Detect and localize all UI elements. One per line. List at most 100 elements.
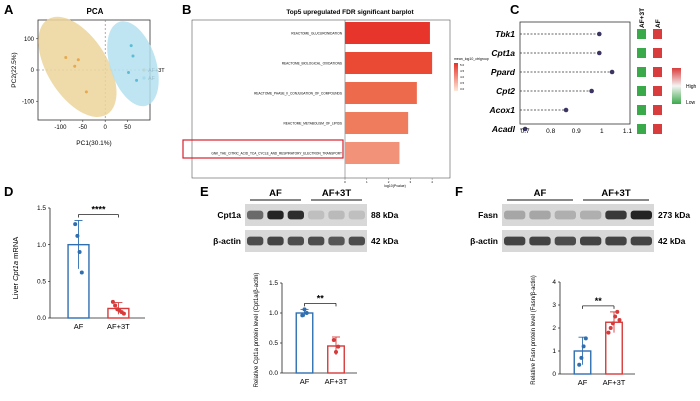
heat-cell <box>653 86 662 96</box>
lollipop-x-tick-label: 1 <box>600 128 604 135</box>
lollipop-x-tick-label: 0.8 <box>546 128 555 135</box>
heat-column-label: AF <box>655 19 662 28</box>
fasn-protein-data-point <box>613 314 618 319</box>
barplot-category-label: REACTOME_METABOLISM_OF_LIPIDS <box>283 122 342 126</box>
mrna-y-tick-label: 0.5 <box>37 279 46 286</box>
mrna-y-label: Liver Cpt1a mRNA <box>11 237 20 300</box>
mrna-x-tick-label: AF <box>74 322 84 331</box>
pca-point-af <box>129 44 133 48</box>
cpt1a-protein-significance-label: ** <box>317 293 325 303</box>
barplot-legend-tick: 3.0 <box>460 87 465 91</box>
fasn-protein-x-tick-label: AF <box>578 378 588 387</box>
barplot-legend-tick: 4.5 <box>460 69 465 73</box>
fasn-blot-kda-label: 42 kDa <box>658 236 686 246</box>
lollipop-point <box>597 31 602 37</box>
pca-y-label: PC2(22.5%) <box>11 52 18 87</box>
cpt1a-blot-band <box>247 210 264 220</box>
pca-x-label: PC1(30.1%) <box>76 140 111 147</box>
cpt1a-protein-x-tick-label: AF <box>300 377 310 386</box>
heat-cell <box>637 29 646 39</box>
fasn-protein-y-tick-label: 3 <box>552 302 556 309</box>
fasn-blot-band <box>605 236 627 246</box>
cpt1a-blot-band <box>328 210 345 220</box>
cpt1a-protein-data-point <box>336 344 341 349</box>
pca-point-af3t <box>84 90 88 94</box>
pca-y-tick-label: 0 <box>31 68 35 74</box>
heat-cell <box>637 67 646 77</box>
barplot-category-label: GNK_THE_CITRIC_ACID_TCA_CYCLE_AND_RESPIR… <box>211 152 342 156</box>
fasn-blot-band <box>504 236 526 246</box>
fasn-blot-membrane <box>502 230 654 252</box>
barplot-legend-title: mean_log10_ctrlgroup <box>454 57 489 61</box>
fasn-blot-band <box>529 236 551 246</box>
fasn-blot-band <box>554 210 576 220</box>
cpt1a-protein-x-tick-label: AF+3T <box>325 377 348 386</box>
fasn-protein-significance-label: ** <box>595 296 603 306</box>
heat-cell <box>637 105 646 115</box>
gene-label: Acadl <box>491 124 516 134</box>
cpt1a-protein-y-tick-label: 0.5 <box>269 340 278 347</box>
top5-barplot: Top5 upregulated FDR significant barplot… <box>182 9 489 188</box>
barplot-bar <box>345 22 430 44</box>
mrna-data-point <box>75 233 80 238</box>
barplot-category-label: REACTOME_GLUCURONIDATION <box>291 32 342 36</box>
gene-label: Ppard <box>491 67 516 77</box>
fasn-protein-y-label: Relative Fasn protein level (Fasn/β-acti… <box>531 275 537 385</box>
barplot-legend-tick: 5.0 <box>460 63 465 67</box>
panel-label-e: E <box>200 184 209 199</box>
gene-label: Tbk1 <box>495 29 515 39</box>
barplot-category-label: REACTOME_PHASE_II_CONJUGATION_OF_COMPOUN… <box>254 92 342 96</box>
fasn-protein-data-point <box>606 330 611 335</box>
fasn-protein-data-point <box>610 321 615 326</box>
pca-point-af <box>131 54 135 58</box>
pca-chart: PCA PC1(30.1%) PC2(22.5%) AF+3T AF -100-… <box>11 7 165 147</box>
panel-label-d: D <box>4 184 13 199</box>
heat-cell <box>653 29 662 39</box>
pca-point-af3t <box>64 56 68 59</box>
barplot-x-tick-label: 2 <box>388 180 390 184</box>
fasn-blot-panel: AF AF+3T Fasn 273 kDa β-actin 42 kDa Relative … <box>470 188 690 387</box>
pca-point-af3t <box>76 58 80 62</box>
mrna-data-point <box>113 303 118 308</box>
mrna-data-point <box>77 250 82 254</box>
cpt1a-blot-band <box>267 210 284 220</box>
pca-point-af3t <box>73 64 77 68</box>
cpt1a-protein-data-point <box>331 338 336 342</box>
panel-label-f: F <box>455 184 463 199</box>
pca-ellipse-af <box>107 21 159 107</box>
lollipop-x-tick-label: 0.9 <box>572 128 581 135</box>
cpt1a-blot-band <box>287 236 304 246</box>
fasn-protein-data-point <box>615 309 620 314</box>
pca-y-tick-label: 100 <box>24 37 35 43</box>
fasn-group-label: AF+3T <box>601 188 630 199</box>
cpt1a-protein-bar <box>295 312 314 374</box>
fasn-protein-y-tick-label: 1 <box>552 348 556 355</box>
cpt1a-blot-band <box>328 236 345 246</box>
barplot-legend-tick: 4.0 <box>460 75 465 79</box>
barplot-title: Top5 upregulated FDR significant barplot <box>286 9 414 16</box>
cpt1a-protein-y-tick-label: 1.0 <box>269 310 278 317</box>
heat-cell <box>653 124 662 134</box>
heat-cell <box>653 67 662 77</box>
mrna-y-tick-label: 0.0 <box>37 315 46 322</box>
cpt1a-blot-kda-label: 88 kDa <box>371 210 399 220</box>
cpt1a-protein-data-point <box>334 350 338 354</box>
fasn-blot-band <box>504 210 526 220</box>
fasn-blot-row-label: β-actin <box>470 236 498 246</box>
pca-title: PCA <box>87 7 104 16</box>
heat-legend: High Low <box>672 68 697 106</box>
panel-label-a: A <box>4 2 14 17</box>
barplot-bar <box>345 142 400 164</box>
pca-x-tick-label: -50 <box>78 125 87 131</box>
cpt1a-blot-membrane <box>245 230 367 252</box>
barplot-frame <box>191 19 451 179</box>
barplot-x-tick-label: 4 <box>431 180 433 184</box>
mrna-x-tick-label: AF+3T <box>107 322 130 331</box>
barplot-category-label: REACTOME_BIOLOGICAL_OXIDATIONS <box>282 62 342 66</box>
mrna-y-tick-label: 1.0 <box>37 242 46 249</box>
mrna-data-point <box>110 299 115 304</box>
mrna-y-tick-label: 1.5 <box>37 205 46 212</box>
cpt1a-mrna-chart: Liver Cpt1a mRNA 0.0 0.5 1.0 1.5 AF AF+3T **** <box>11 204 145 331</box>
gene-label: Cpt1a <box>491 48 515 58</box>
